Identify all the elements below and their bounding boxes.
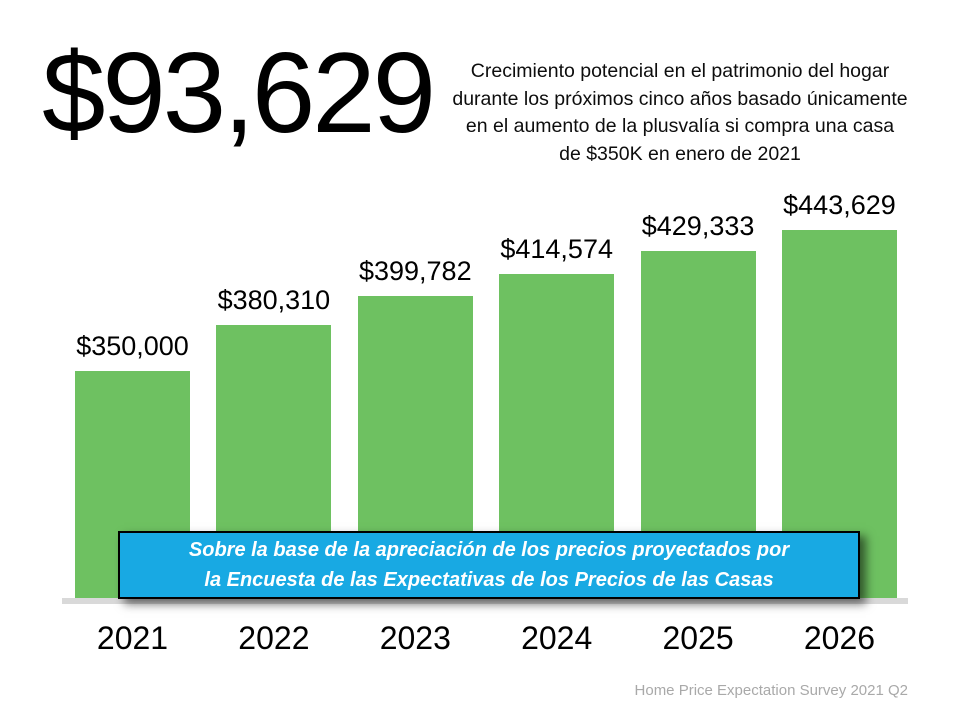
description-text: Crecimiento potencial en el patrimonio d… — [446, 58, 914, 169]
description-line: en el aumento de la plusvalía si compra … — [465, 115, 895, 138]
year-label-2022: 2022 — [238, 620, 310, 656]
year-label-2025: 2025 — [662, 620, 734, 656]
year-label-2023: 2023 — [379, 620, 451, 656]
headline-amount: $93,629 — [42, 30, 436, 157]
chart-baseline — [62, 598, 908, 604]
source-banner: Sobre la base de la apreciación de los p… — [118, 531, 860, 599]
bar-value-label: $399,782 — [358, 256, 472, 286]
banner-line: Sobre la base de la apreciación de los p… — [188, 539, 790, 561]
year-label-2024: 2024 — [521, 620, 593, 656]
description-line: durante los próximos cinco años basado ú… — [452, 87, 908, 110]
attribution-text: Home Price Expectation Survey 2021 Q2 — [634, 682, 908, 699]
year-label-2026: 2026 — [803, 620, 876, 656]
description-line: de $350K en enero de 2021 — [559, 143, 801, 166]
bar-value-label: $414,574 — [500, 234, 613, 264]
bar-value-label: $429,333 — [641, 211, 755, 241]
year-axis: 2021 2022 2023 2024 2025 2026 — [75, 620, 897, 657]
description-line: Crecimiento potencial en el patrimonio d… — [470, 60, 890, 82]
year-label-2021: 2021 — [96, 620, 169, 656]
bar-value-label: $350,000 — [76, 331, 189, 361]
banner-line: la Encuesta de las Expectativas de los P… — [204, 569, 774, 591]
bar-value-label: $443,629 — [783, 190, 896, 220]
bar-value-label: $380,310 — [217, 285, 331, 315]
